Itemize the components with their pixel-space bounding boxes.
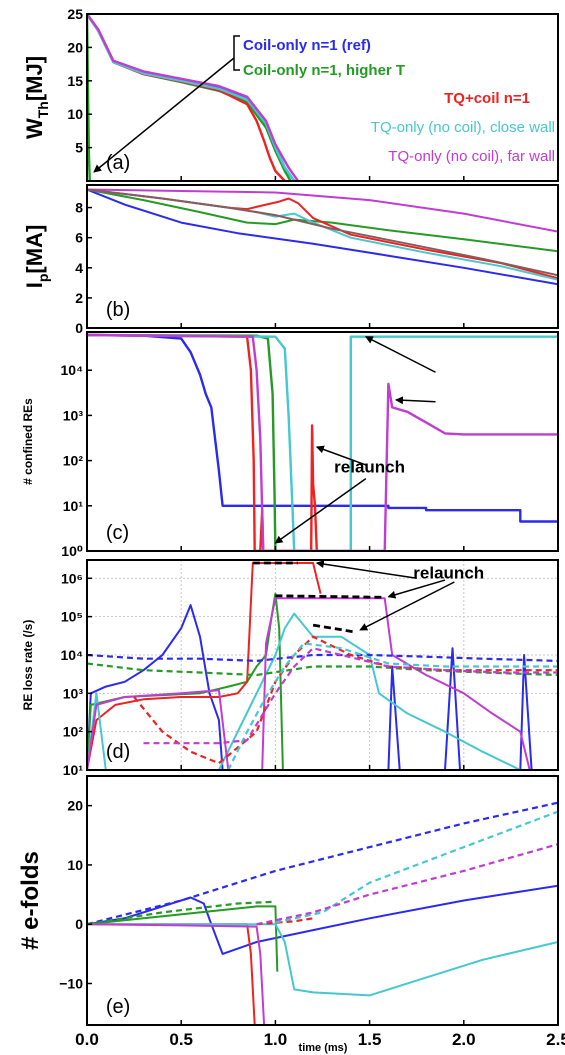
- y-tick-label: 10³: [63, 685, 84, 701]
- panel-b: 0 2 4 6 8 (b) Ip[MA]: [22, 185, 558, 336]
- panel-c: 10⁰ 10¹ 10² 10³ 10⁴ (c) # confined REs relaunch: [21, 332, 558, 559]
- series-line-c-4: [87, 335, 558, 551]
- legend-entry: TQ+coil n=1: [444, 90, 530, 107]
- x-tick-label: 2.5: [546, 1030, 565, 1049]
- y-tick-label: 20: [67, 798, 83, 814]
- y-tick-label: 10³: [63, 407, 84, 423]
- annotations-c: relaunch: [275, 337, 435, 543]
- y-tick-label: 0: [75, 916, 83, 932]
- series-line-d-11: [275, 596, 384, 598]
- y-tick-label: 10⁴: [61, 647, 84, 663]
- y-axis-label-e: # e-folds: [17, 851, 44, 950]
- panel-label-d: (d): [106, 741, 130, 763]
- y-ticks-b: 0 2 4 6 8: [75, 200, 92, 336]
- series-line-e-8: [275, 812, 558, 923]
- y-tick-label: 25: [67, 6, 83, 22]
- y-axis-label-a: WTh[MJ]: [22, 56, 51, 139]
- y-axis-label-d: RE loss rate (/s): [21, 620, 35, 711]
- y-tick-label: 20: [67, 39, 83, 55]
- legend-entry: Coil-only n=1 (ref): [243, 37, 371, 54]
- annotation-arrow: [366, 337, 436, 373]
- x-tick-label: 0.5: [169, 1030, 193, 1049]
- panel-label-c: (c): [106, 522, 129, 544]
- y-tick-label: −10: [59, 976, 83, 992]
- series-line-c-3: [87, 335, 558, 551]
- legend-entry: TQ-only (no coil), far wall: [388, 148, 555, 165]
- y-tick-label: 8: [75, 200, 83, 216]
- plot-frame-c: [87, 332, 558, 551]
- y-tick-label: 10⁵: [61, 609, 83, 625]
- series-line-c-0: [87, 335, 558, 522]
- series-group-d: [87, 563, 558, 770]
- series-line-c-1: [87, 335, 275, 551]
- panel-label-a: (a): [106, 152, 130, 174]
- panel-d: 10¹ 10² 10³ 10⁴ 10⁵ 10⁶ (d) RE loss rate (/s) re…: [21, 560, 558, 778]
- panel-label-e: (e): [106, 996, 130, 1018]
- y-tick-label: 6: [75, 230, 83, 246]
- annotation-arrow: [388, 580, 445, 597]
- series-line-e-3: [87, 924, 558, 995]
- y-tick-label: 10⁴: [61, 362, 84, 378]
- x-tick-label: 1.0: [264, 1030, 288, 1049]
- series-line-d-0: [87, 605, 532, 770]
- series-line-d-4: [87, 598, 530, 770]
- annotation-arrow: [360, 582, 454, 630]
- y-tick-label: 5: [75, 140, 83, 156]
- y-tick-label: 0: [75, 320, 83, 336]
- grid-d: [87, 560, 558, 770]
- series-group-b: [87, 190, 558, 285]
- y-axis-label-unit: [MA]: [22, 225, 47, 274]
- y-axis-label-unit: [MJ]: [22, 56, 47, 101]
- series-line-e-9: [257, 844, 558, 924]
- y-tick-label: 10⁰: [61, 543, 83, 559]
- y-axis-label-sub: Th: [35, 101, 51, 118]
- series-line-e-0: [87, 886, 558, 954]
- x-tick-label: 0.0: [75, 1030, 99, 1049]
- annotation-arrow: [275, 479, 365, 543]
- series-group-e: [87, 803, 558, 1025]
- y-tick-label: 10¹: [63, 762, 84, 778]
- x-axis-label: time (ms): [299, 1042, 348, 1054]
- plot-frame-e: [87, 776, 558, 1025]
- legend-entry: TQ-only (no coil), close wall: [371, 119, 555, 136]
- series-line-d-8: [228, 643, 558, 770]
- series-line-d-12: [313, 625, 354, 632]
- series-line-d-9: [144, 648, 559, 743]
- series-line-c-2: [87, 335, 317, 551]
- series-line-e-5: [87, 803, 558, 925]
- x-tick-label: 1.5: [358, 1030, 382, 1049]
- legend-entry: Coil-only n=1, higher T: [243, 62, 405, 79]
- legend-a: Coil-only n=1 (ref) Coil-only n=1, higher…: [94, 36, 555, 172]
- panel-e: −10 0 10 20 (e) # e-folds 0.0 0.5 1.0 1.5 2.0 2.5: [17, 776, 565, 1049]
- y-axis-label-c: # confined REs: [21, 398, 35, 485]
- y-tick-label: 10: [67, 857, 83, 873]
- y-tick-label: 10: [67, 106, 83, 122]
- annotation-arrow: [317, 563, 417, 578]
- y-tick-label: 10¹: [63, 498, 84, 514]
- y-tick-label: 2: [75, 290, 83, 306]
- y-tick-label: 10⁶: [61, 570, 83, 586]
- annotation-text: relaunch: [413, 563, 484, 582]
- y-tick-label: 15: [67, 73, 83, 89]
- legend-bracket: [234, 36, 240, 70]
- y-axis-label-b: Ip[MA]: [22, 225, 51, 289]
- annotation-arrow: [396, 400, 436, 402]
- annotation-text: relaunch: [334, 457, 405, 476]
- shared-x-axis: time (ms): [299, 1042, 348, 1054]
- y-tick-label: 10²: [63, 724, 84, 740]
- plot-frame-b: [87, 185, 558, 328]
- panel-label-b: (b): [106, 299, 130, 321]
- plot-frame-d: [87, 560, 558, 770]
- y-tick-label: 10²: [63, 453, 84, 469]
- x-tick-label: 2.0: [452, 1030, 476, 1049]
- y-tick-label: 4: [75, 260, 83, 276]
- series-group-c: [87, 335, 558, 551]
- y-axis-label-main: W: [22, 118, 47, 139]
- y-axis-label-sub: p: [35, 274, 51, 283]
